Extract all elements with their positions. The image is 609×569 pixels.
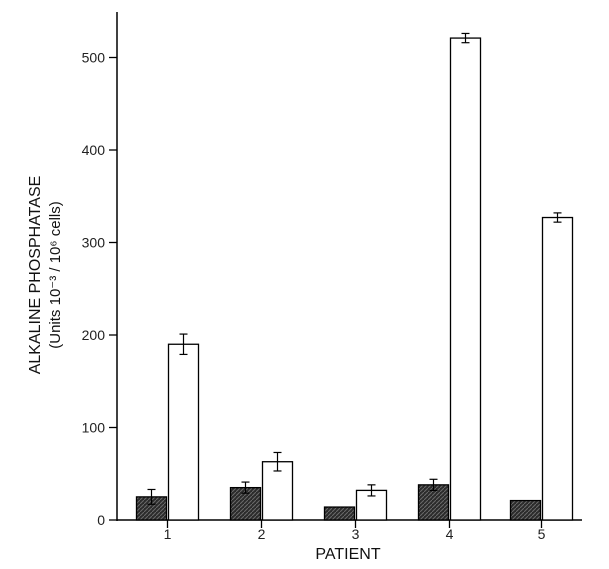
bar-open [449,37,482,521]
x-tick-label: 3 [352,526,360,542]
y-tick-label: 400 [82,142,106,158]
bar-open [541,216,574,521]
x-tick-label: 1 [164,526,172,542]
y-tick-label: 300 [82,235,106,251]
y-tick-label: 500 [82,50,106,66]
error-bars [147,32,562,505]
bars [135,37,574,521]
bar-dark [229,486,262,521]
y-tick-label: 100 [82,420,106,436]
x-ticks: 1 2 3 4 5 [164,520,546,542]
bar-dark [509,499,542,521]
bar-open [261,461,294,521]
bar-open [167,343,200,521]
y-tick-label: 0 [97,512,105,528]
x-tick-label: 5 [538,526,546,542]
x-tick-label: 4 [446,526,454,542]
y-ticks: 0 100 200 300 400 500 [82,50,117,528]
y-tick-label: 200 [82,327,106,343]
bar-dark [323,506,356,521]
x-tick-label: 2 [258,526,266,542]
y-axis-units: (Units 10⁻³ / 10⁶ cells) [47,201,64,348]
y-axis-title: ALKALINE PHOSPHATASE [27,176,44,375]
x-axis-title: PATIENT [315,546,380,563]
